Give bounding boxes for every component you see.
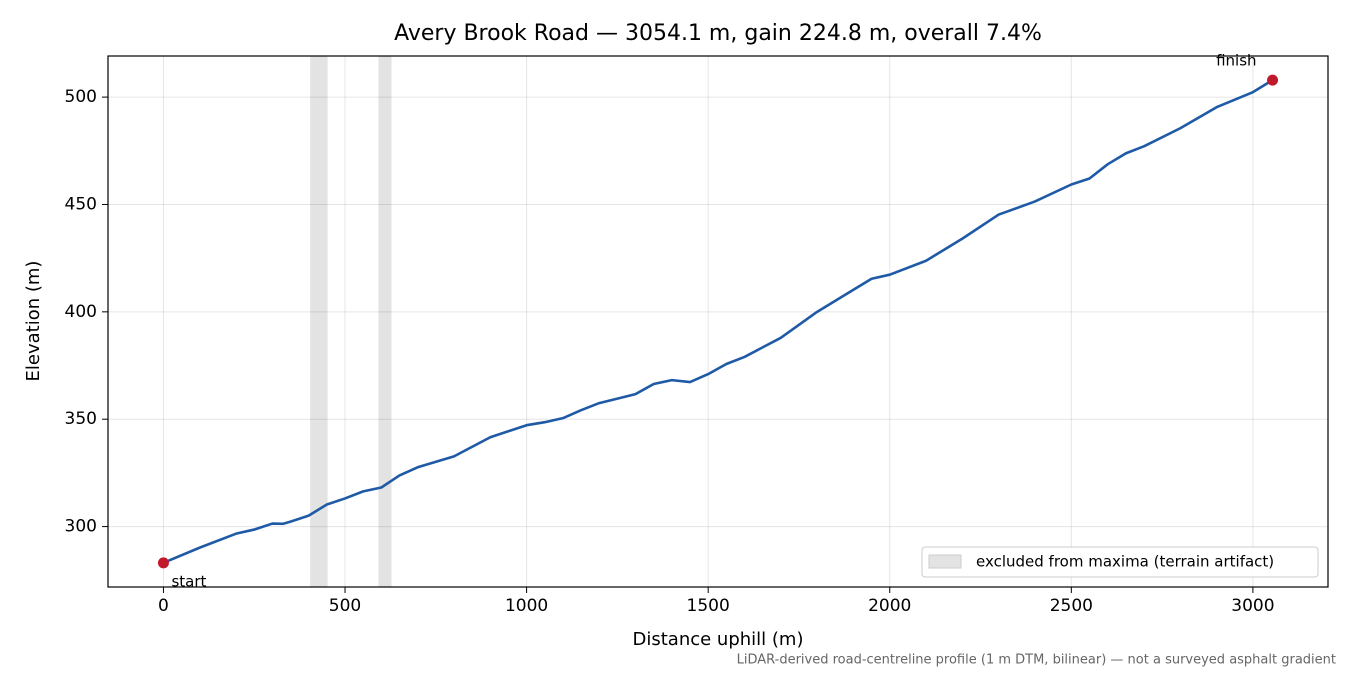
x-tick-label: 1500 [687, 596, 730, 616]
chart-title: Avery Brook Road — 3054.1 m, gain 224.8 … [394, 21, 1042, 46]
elevation-line [162, 79, 1274, 565]
legend-label: excluded from maxima (terrain artifact) [976, 553, 1274, 571]
x-tick-label: 0 [158, 596, 169, 616]
y-tick-label: 400 [65, 302, 97, 322]
endpoint-marker [157, 557, 169, 569]
y-tick-label: 500 [65, 87, 97, 107]
x-axis-label: Distance uphill (m) [633, 629, 804, 650]
footnote: LiDAR-derived road-centreline profile (1… [737, 653, 1336, 668]
x-tick-label: 3000 [1231, 596, 1274, 616]
legend-box [921, 546, 1319, 578]
x-tick-label: 2500 [1050, 596, 1093, 616]
x-tick-label: 500 [329, 596, 361, 616]
excluded-span [310, 56, 328, 587]
endpoint-label: start [171, 572, 206, 590]
excluded-span [378, 56, 392, 587]
y-tick-label: 450 [65, 194, 97, 214]
plot-frame [107, 55, 1329, 588]
x-tick-label: 2000 [868, 596, 911, 616]
legend-swatch [928, 554, 962, 569]
y-tick-label: 350 [65, 409, 97, 429]
endpoint-label: finish [1216, 52, 1256, 70]
endpoint-marker [1267, 74, 1279, 86]
x-tick-label: 1000 [505, 596, 548, 616]
y-tick-label: 300 [65, 517, 97, 537]
y-axis-label: Elevation (m) [23, 261, 44, 382]
